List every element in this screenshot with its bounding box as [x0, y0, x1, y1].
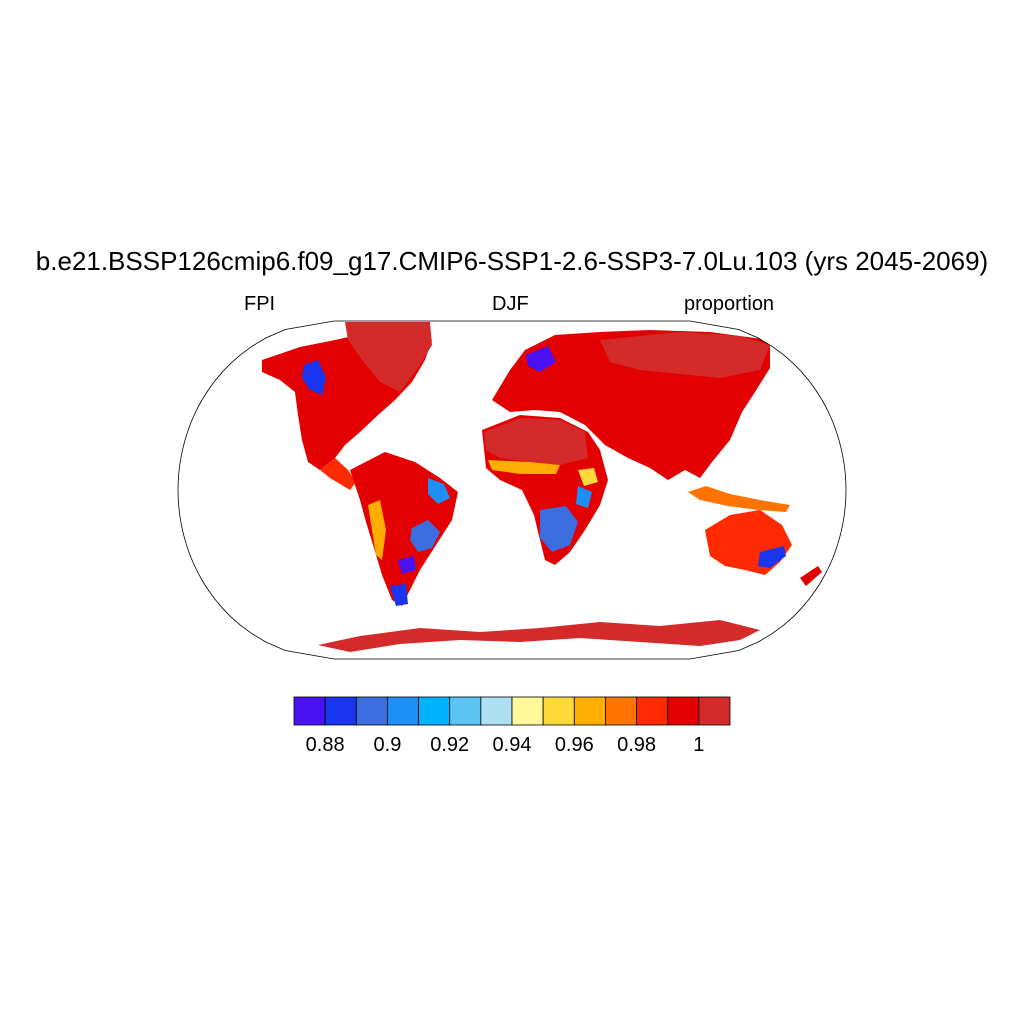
colorbar-swatch — [387, 696, 419, 726]
season-label: DJF — [492, 293, 529, 315]
land-antarctica — [318, 620, 760, 652]
colorbar-swatch — [542, 696, 575, 726]
colorbar-swatch — [293, 696, 326, 726]
region-argentina — [398, 556, 416, 574]
land-central-america — [320, 458, 356, 490]
land-indonesia — [688, 486, 790, 512]
colorbar-swatch — [511, 696, 544, 726]
variable-label: FPI — [244, 293, 276, 315]
region-andes — [368, 500, 386, 560]
region-scandinavia — [526, 346, 556, 372]
region-southern-africa — [540, 506, 578, 552]
region-brazil-south — [410, 520, 440, 552]
colorbar-swatch — [480, 696, 513, 726]
colorbar-tick-label: 0.98 — [617, 734, 656, 756]
colorbar-tick-label: 0.9 — [374, 734, 402, 756]
region-patagonia — [390, 584, 408, 606]
region-sahel — [488, 460, 560, 474]
colorbar-swatch — [605, 696, 637, 726]
region-southeast-africa — [576, 486, 592, 508]
colorbar-swatch — [418, 696, 451, 726]
colorbar-tick-label: 0.92 — [430, 734, 469, 756]
map-title: b.e21.BSSP126cmip6.f09_g17.CMIP6-SSP1-2.… — [35, 246, 989, 276]
colorbar-swatch — [324, 696, 357, 726]
land-siberia — [600, 332, 770, 378]
colorbar-swatch — [698, 696, 731, 726]
land-new-zealand — [800, 566, 822, 586]
colorbar-tick-label: 1 — [693, 734, 704, 756]
colorbar-swatch — [636, 696, 669, 726]
colorbar-swatch — [449, 696, 482, 726]
map-field — [262, 322, 822, 652]
colorbar-swatch — [573, 696, 606, 726]
colorbar-swatch — [355, 696, 388, 726]
land-greenland — [345, 322, 432, 392]
land-sahara — [484, 418, 588, 465]
colorbar-swatch — [667, 696, 700, 726]
region-hudson — [302, 360, 326, 395]
region-brazil-northeast — [428, 478, 450, 504]
colorbar-tick-label: 0.94 — [493, 734, 532, 756]
region-east-africa — [578, 468, 598, 486]
units-label: proportion — [684, 293, 775, 315]
region-southeast-australia — [758, 546, 786, 568]
colorbar-tick-label: 0.96 — [555, 734, 594, 756]
colorbar-tick-label: 0.88 — [306, 734, 345, 756]
map-outline — [177, 320, 847, 660]
